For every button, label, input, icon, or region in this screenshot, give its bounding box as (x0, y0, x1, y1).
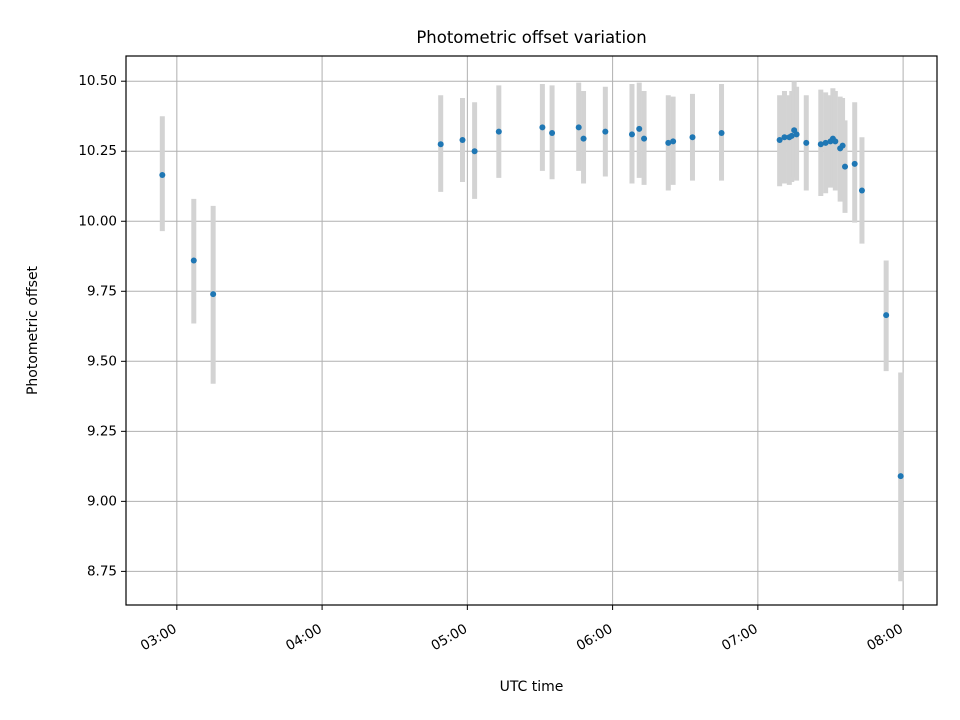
y-tick-label: 10.50 (78, 73, 117, 89)
data-point (628, 131, 635, 138)
data-point (776, 137, 783, 144)
data-point (793, 131, 800, 138)
grid (126, 56, 937, 605)
y-tick-label: 9.75 (87, 283, 117, 299)
data-point (689, 134, 696, 141)
data-point (575, 124, 582, 131)
data-point (781, 134, 788, 141)
data-point (883, 312, 890, 319)
y-tick-label: 9.50 (87, 353, 117, 369)
data-point (641, 135, 648, 142)
y-tick-label: 10.00 (78, 213, 117, 229)
data-point (817, 141, 824, 148)
data-point (803, 139, 810, 146)
data-point (459, 137, 466, 144)
data-point (665, 139, 672, 146)
data-point (602, 128, 609, 135)
data-point (190, 257, 197, 264)
x-axis-label: UTC time (500, 679, 564, 695)
data-point (897, 473, 904, 480)
data-point (822, 139, 829, 146)
data-point (670, 138, 677, 145)
data-point (159, 172, 166, 179)
data-point (832, 138, 839, 145)
data-point (471, 148, 478, 155)
plot-frame (125, 55, 938, 606)
y-axis-label: Photometric offset (25, 265, 41, 395)
data-points (159, 124, 904, 480)
data-point (580, 135, 587, 142)
y-tick-label: 8.75 (87, 563, 117, 579)
data-point (718, 130, 725, 137)
data-point (788, 132, 795, 139)
y-tick-label: 9.25 (87, 423, 117, 439)
y-tick-label: 9.00 (87, 493, 117, 509)
data-point (636, 125, 643, 132)
data-point (858, 187, 865, 194)
data-point (210, 291, 217, 298)
data-point (839, 142, 846, 149)
data-point (842, 163, 849, 170)
data-point (539, 124, 546, 131)
data-point (437, 141, 444, 148)
data-point (851, 160, 858, 167)
chart-title: Photometric offset variation (416, 28, 646, 47)
y-tick-label: 10.25 (78, 143, 117, 159)
data-point (495, 128, 502, 135)
data-point (549, 130, 556, 137)
